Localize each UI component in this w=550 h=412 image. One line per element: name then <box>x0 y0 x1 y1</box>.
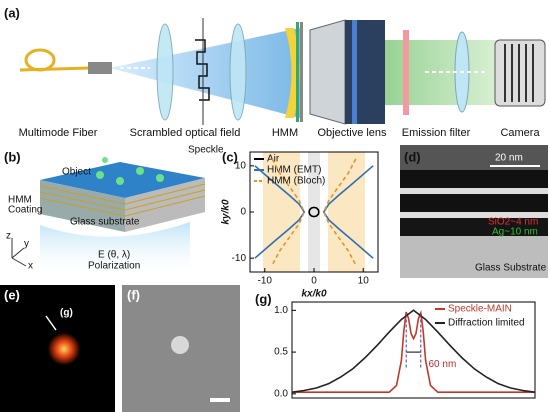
band <box>328 152 365 272</box>
arrow-label: (g) <box>60 308 73 319</box>
layer-label: SiO2~4 nm <box>488 217 538 228</box>
series-line <box>254 165 374 259</box>
y-tick-label: 1.0 <box>274 305 288 316</box>
plot-frame <box>291 301 536 399</box>
spot <box>48 333 80 365</box>
band <box>263 152 300 272</box>
spot <box>171 336 189 354</box>
axis-label: y <box>24 239 29 250</box>
label: E (θ, λ) <box>98 250 130 261</box>
y-tick-label: -10 <box>232 253 247 264</box>
legend-label: HMM (Bloch) <box>267 176 325 187</box>
panel-label: (b) <box>4 149 21 164</box>
legend-label: Air <box>267 154 280 165</box>
label: HMM <box>8 195 32 206</box>
arrow <box>45 315 57 331</box>
x-tick-label: 0 <box>311 276 317 287</box>
legend-label: HMM (EMT) <box>267 165 321 176</box>
layer-label: Ag~10 nm <box>492 227 538 238</box>
legend-label: Speckle-MAIN <box>448 304 512 315</box>
y-tick-label: 0 <box>240 207 246 218</box>
series-line <box>291 309 536 393</box>
series-line <box>271 158 357 266</box>
component-label: HMM <box>272 127 298 139</box>
axis-label: x <box>28 261 33 272</box>
setup-illustration <box>19 18 546 125</box>
band <box>308 152 320 272</box>
component-label: Emission filter <box>402 127 471 139</box>
scale-label: 20 nm <box>495 153 523 164</box>
component-label: Objective lens <box>317 127 387 139</box>
x-tick-label: -10 <box>258 276 273 287</box>
sample-illustration <box>11 157 206 279</box>
y-tick-label: 0.5 <box>274 347 288 358</box>
y-tick-label: 0.0 <box>274 388 288 399</box>
legend-label: Diffraction limited <box>448 318 525 329</box>
annotation: 60 nm <box>429 359 457 370</box>
component-label: Scrambled optical field <box>130 127 241 139</box>
panel-label: (f) <box>127 287 140 302</box>
layer-label: Glass Substrate <box>475 263 547 274</box>
series-line <box>308 206 320 218</box>
panel-label: (c) <box>222 149 238 164</box>
component-label: Multimode Fiber <box>19 127 98 139</box>
label: Speckle <box>188 145 224 156</box>
panel-label: (d) <box>404 149 421 164</box>
label: Coating <box>8 205 42 216</box>
panel-label: (g) <box>255 291 272 306</box>
label: Glass substrate <box>70 217 140 228</box>
y-axis-label: ky/k0 <box>221 199 232 224</box>
component-label: Camera <box>500 127 540 139</box>
series-line <box>292 309 535 393</box>
y-tick-label: 10 <box>235 160 247 171</box>
x-tick-label: 10 <box>358 276 370 287</box>
axis-label: z <box>6 231 11 242</box>
panel-label: (e) <box>4 287 20 302</box>
x-axis-label: kx/k0 <box>301 289 326 300</box>
tem-image <box>400 145 548 278</box>
scale-bar <box>210 398 230 402</box>
label: Object <box>62 167 91 178</box>
label: Polarization <box>88 261 140 272</box>
panel-label: (a) <box>4 5 20 20</box>
